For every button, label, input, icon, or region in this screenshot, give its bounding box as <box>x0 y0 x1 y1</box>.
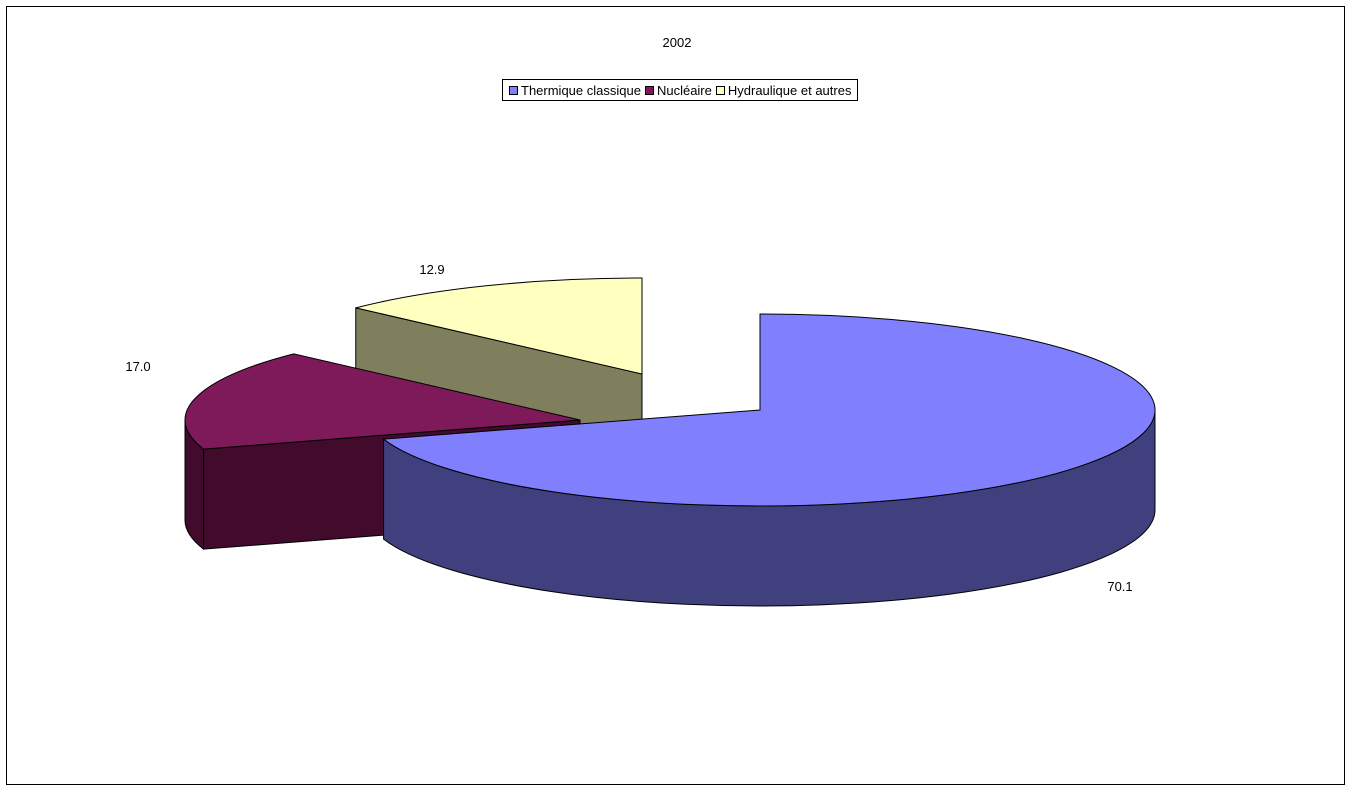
legend-label-thermique: Thermique classique <box>521 82 641 98</box>
chart-title: 2002 <box>662 35 692 50</box>
data-label-thermique: 70.1 <box>1107 579 1132 594</box>
legend-label-nucleaire: Nucléaire <box>656 82 712 98</box>
legend-entry-nucleaire: Nucléaire <box>644 82 712 98</box>
pie-slice-thermique <box>382 313 1156 507</box>
legend-swatch-hydraulique <box>715 85 725 95</box>
data-label-nucleaire: 17.0 <box>125 359 150 374</box>
pie-tops <box>184 277 1156 507</box>
data-label-hydraulique: 12.9 <box>419 262 444 277</box>
legend: Thermique classique Nucléaire Hydrauliqu… <box>502 79 859 101</box>
legend-entry-hydraulique: Hydraulique et autres <box>715 82 852 98</box>
legend-label-hydraulique: Hydraulique et autres <box>727 82 852 98</box>
legend-swatch-thermique <box>509 85 518 95</box>
legend-swatch-nucleaire <box>644 85 654 95</box>
pie-slice-nucleaire <box>184 353 581 450</box>
legend-entry-thermique: Thermique classique <box>509 83 641 98</box>
pie-slice-hydraulique <box>355 277 643 375</box>
pie-data-labels: 70.1 17.0 12.9 <box>125 262 1132 594</box>
